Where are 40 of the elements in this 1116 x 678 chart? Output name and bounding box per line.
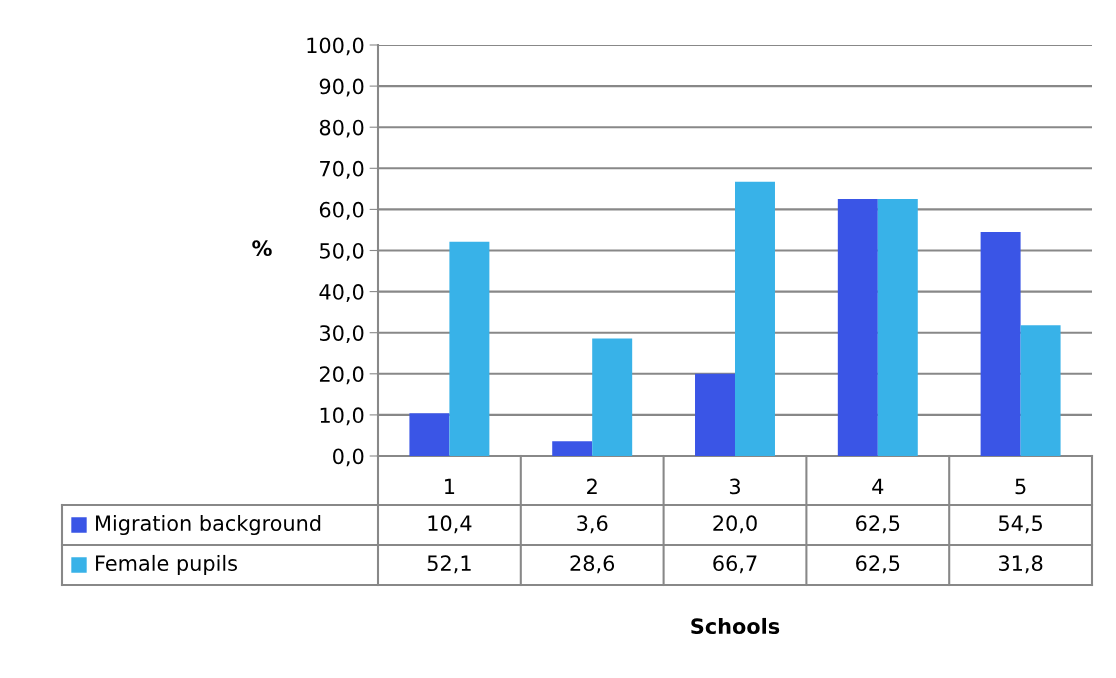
y-tick-label: 100,0	[307, 37, 364, 56]
x-tick-label: 4	[872, 478, 884, 495]
bar	[552, 441, 593, 456]
bar	[695, 373, 735, 456]
data-label: 52,1	[427, 555, 471, 574]
y-tick-label: 10,0	[320, 407, 364, 426]
data-label: 66,7	[713, 555, 757, 574]
x-tick-label: 2	[587, 478, 597, 495]
x-tick-label: 5	[1015, 478, 1026, 495]
y-tick-label: 90,0	[319, 78, 364, 97]
y-tick-label: 60,0	[319, 201, 364, 220]
data-label: 31,8	[999, 555, 1043, 574]
bar	[735, 181, 775, 456]
x-tick-label: 3	[729, 478, 740, 495]
text: Schools	[691, 617, 780, 635]
data-label: 3,6	[577, 515, 608, 534]
bar	[1020, 325, 1061, 456]
bar	[837, 199, 878, 456]
bar	[449, 241, 490, 456]
y-tick-label: 0,0	[333, 448, 364, 467]
y-tick-label: 40,0	[319, 284, 364, 302]
y-axis-title: %	[252, 240, 272, 257]
y-tick-label: 20,0	[319, 366, 364, 385]
y-tick-label: 80,0	[319, 119, 364, 138]
data-label: 10,4	[428, 515, 472, 534]
bar	[877, 199, 918, 456]
bar	[592, 338, 633, 456]
legend-label: Female pupils	[96, 554, 238, 576]
data-label: 62,5	[856, 555, 900, 574]
y-tick-label: 50,0	[320, 242, 364, 261]
x-tick-label: 1	[445, 478, 455, 495]
bar	[980, 232, 1021, 456]
bar	[409, 413, 450, 456]
data-label: 62,5	[856, 515, 900, 534]
data-label: 20,0	[713, 515, 757, 534]
y-tick-label: 30,0	[320, 325, 364, 344]
legend-label: Migration background	[96, 514, 321, 536]
data-label: 54,5	[999, 515, 1042, 534]
y-tick-label: 70,0	[320, 160, 364, 179]
data-label: 28,6	[570, 555, 615, 574]
